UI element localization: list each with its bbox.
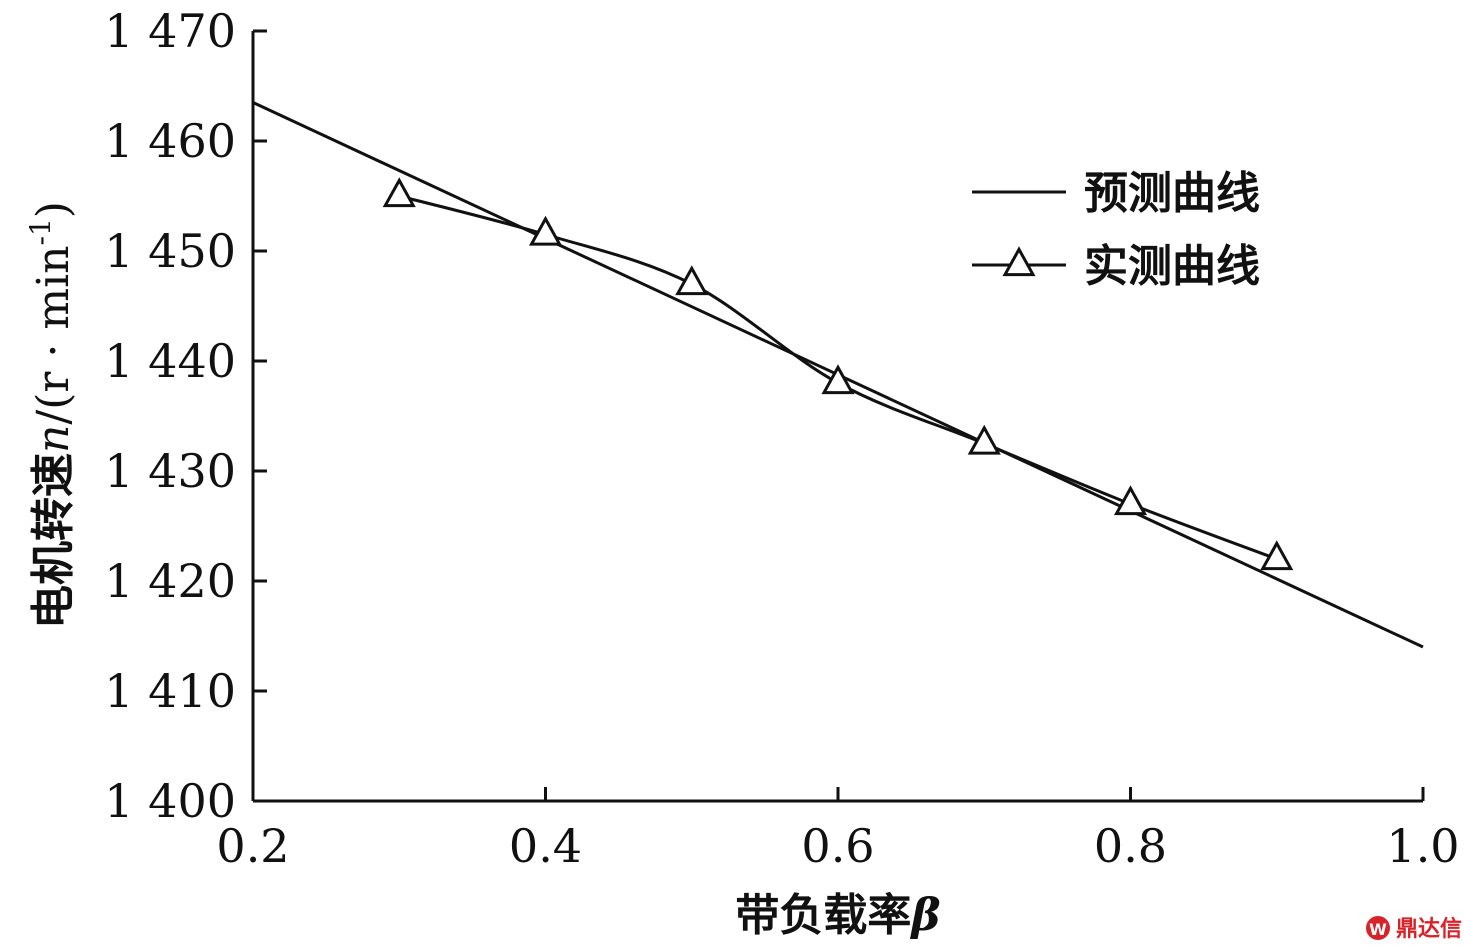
legend-label: 预测曲线 xyxy=(1084,168,1260,219)
measured-point xyxy=(1260,540,1294,571)
measured-point xyxy=(528,215,563,246)
svg-text:W: W xyxy=(1369,920,1387,939)
y-tick-label: 1 440 xyxy=(104,334,236,388)
measured-point xyxy=(1113,485,1148,516)
x-tick-label: 1.0 xyxy=(1386,819,1459,873)
watermark-text: 鼎达信 xyxy=(1396,916,1462,942)
x-tick-label: 0.2 xyxy=(216,819,289,873)
x-axis-title: 带负载率β xyxy=(735,890,940,941)
y-tick-label: 1 420 xyxy=(104,554,236,608)
watermark-logo: W 鼎达信 xyxy=(1366,916,1462,942)
y-axis-title: 电机转速n/(r · min-1) xyxy=(24,201,79,629)
measured-point xyxy=(382,177,416,208)
y-tick-label: 1 460 xyxy=(104,114,236,168)
x-tick-label: 0.8 xyxy=(1094,819,1167,873)
y-tick-label: 1 470 xyxy=(104,4,236,58)
y-tick-label: 1 450 xyxy=(104,224,236,278)
measured-point xyxy=(821,364,855,395)
chart-series xyxy=(252,101,1424,649)
x-tick-label: 0.6 xyxy=(801,819,874,873)
y-tick-label: 1 410 xyxy=(104,664,236,718)
legend-label: 实测曲线 xyxy=(1084,241,1260,292)
chart-ticks: 0.2 0.4 0.6 0.8 1.0 1 400 1 410 1 420 1 430 1 440… xyxy=(104,4,1459,873)
y-tick-label: 1 430 xyxy=(104,444,236,498)
legend-marker xyxy=(1002,246,1036,277)
y-tick-label: 1 400 xyxy=(104,774,236,828)
chart-axes xyxy=(251,31,1423,803)
measured-point xyxy=(675,265,709,296)
measured-point xyxy=(967,424,1001,455)
x-tick-label: 0.4 xyxy=(509,819,582,873)
